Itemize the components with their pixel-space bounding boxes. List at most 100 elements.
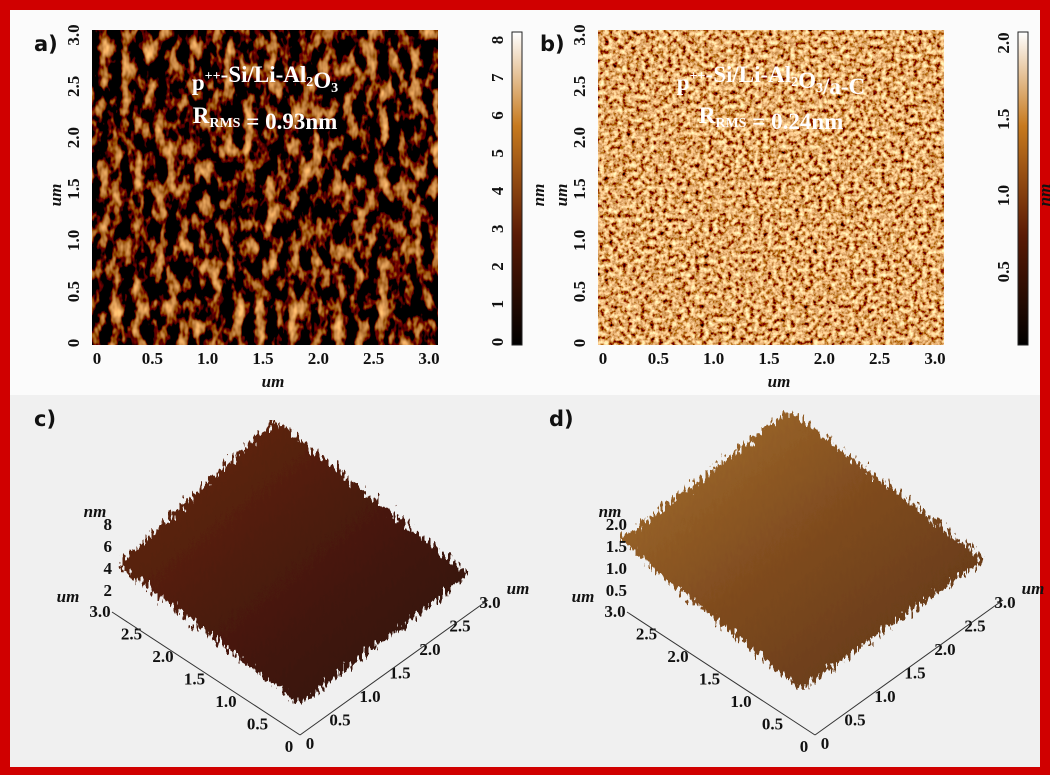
- y-tick-label: 0: [64, 339, 83, 348]
- text-part: p: [677, 70, 690, 95]
- right-axis-label: um: [507, 579, 530, 598]
- left-tick-label: 1.5: [699, 669, 720, 688]
- x-tick-label: 1.0: [197, 349, 218, 368]
- colorbar-tick-label: 0: [488, 338, 507, 347]
- text-part: R: [699, 103, 716, 128]
- panel-label: b): [540, 32, 565, 56]
- z-tick-label: 4: [104, 559, 113, 578]
- panel-label: c): [34, 407, 56, 431]
- x-tick-label: 0.5: [142, 349, 163, 368]
- y-tick-label: 3.0: [570, 24, 589, 45]
- right-tick-label: 0: [821, 734, 830, 753]
- text-part: 3: [816, 81, 823, 96]
- x-tick-label: 1.5: [252, 349, 273, 368]
- colorbar: [512, 32, 522, 345]
- left-tick-label: 0.5: [247, 714, 268, 733]
- text-part: 2: [791, 75, 798, 90]
- y-tick-label: 1.0: [64, 230, 83, 251]
- panel-label: a): [34, 32, 58, 56]
- x-tick-label: 3.0: [418, 349, 439, 368]
- text-part: 3: [331, 81, 338, 96]
- z-tick-label: 8: [104, 515, 113, 534]
- text-part: -Si/Li-Al: [221, 62, 307, 87]
- x-tick-label: 1.5: [758, 349, 779, 368]
- text-part: p: [192, 70, 205, 95]
- text-part: O: [313, 68, 331, 93]
- left-tick-label: 3.0: [604, 602, 625, 621]
- colorbar-tick-label: 2.0: [994, 32, 1013, 53]
- z-tick-label: 1.5: [606, 537, 627, 556]
- right-tick-label: 0: [306, 734, 315, 753]
- colorbar-tick-label: 1: [488, 300, 507, 309]
- text-part: ++: [690, 69, 706, 84]
- right-tick-label: 2.0: [419, 640, 440, 659]
- text-part: RMS: [715, 116, 746, 131]
- y-tick-label: 1.5: [570, 178, 589, 199]
- right-tick-label: 2.0: [934, 640, 955, 659]
- y-tick-label: 2.0: [570, 127, 589, 148]
- left-tick-label: 0: [285, 737, 294, 756]
- y-tick-label: 0.5: [64, 281, 83, 302]
- y-tick-label: 0.5: [570, 281, 589, 302]
- x-tick-label: 3.0: [924, 349, 945, 368]
- left-tick-label: 1.0: [730, 692, 751, 711]
- right-tick-label: 0.5: [329, 710, 350, 729]
- colorbar-tick-label: 1.5: [994, 109, 1013, 130]
- y-tick-label: 3.0: [64, 24, 83, 45]
- colorbar-tick-label: 6: [488, 111, 507, 120]
- text-part: RMS: [209, 116, 240, 131]
- colorbar-tick-label: 3: [488, 225, 507, 234]
- colorbar: [1018, 32, 1028, 345]
- left-axis-label: um: [57, 587, 80, 606]
- left-tick-label: 0.5: [762, 714, 783, 733]
- y-tick-label: 2.5: [64, 76, 83, 97]
- x-tick-label: 0: [93, 349, 102, 368]
- x-axis-label: um: [768, 372, 791, 391]
- text-part: -Si/Li-Al: [706, 62, 792, 87]
- colorbar-tick-label: 4: [488, 186, 507, 195]
- text-part: /a-C: [822, 74, 865, 99]
- x-tick-label: 1.0: [703, 349, 724, 368]
- y-tick-label: 1.0: [570, 230, 589, 251]
- right-tick-label: 0.5: [844, 710, 865, 729]
- y-axis-label: um: [46, 184, 65, 207]
- colorbar-tick-label: 0.5: [994, 261, 1013, 282]
- colorbar-tick-label: 8: [488, 36, 507, 45]
- text-part: ++: [205, 69, 221, 84]
- right-tick-label: 1.5: [389, 663, 410, 682]
- x-tick-label: 0.5: [648, 349, 669, 368]
- right-tick-label: 3.0: [479, 593, 500, 612]
- z-tick-label: 2.0: [606, 515, 627, 534]
- right-tick-label: 1.5: [904, 663, 925, 682]
- colorbar-tick-label: 1.0: [994, 185, 1013, 206]
- left-tick-label: 2.5: [636, 624, 657, 643]
- left-tick-label: 3.0: [89, 602, 110, 621]
- colorbar-tick-label: 5: [488, 149, 507, 158]
- left-tick-label: 0: [800, 737, 809, 756]
- text-part: O: [798, 68, 816, 93]
- x-axis-label: um: [262, 372, 285, 391]
- text-part: R: [193, 103, 210, 128]
- text-part: = 0.24nm: [746, 109, 843, 134]
- x-tick-label: 2.0: [814, 349, 835, 368]
- z-tick-label: 0.5: [606, 581, 627, 600]
- right-axis-label: um: [1022, 579, 1045, 598]
- text-part: = 0.93nm: [240, 109, 337, 134]
- y-tick-label: 0: [570, 339, 589, 348]
- figure: a)p++-Si/Li-Al2O3RRMS = 0.93nm00.51.01.5…: [0, 0, 1050, 775]
- x-tick-label: 2.5: [363, 349, 384, 368]
- z-tick-label: 1.0: [606, 559, 627, 578]
- left-tick-label: 2.5: [121, 624, 142, 643]
- y-tick-label: 2.5: [570, 76, 589, 97]
- y-tick-label: 1.5: [64, 178, 83, 199]
- colorbar-tick-label: 7: [488, 73, 507, 82]
- left-tick-label: 1.5: [184, 669, 205, 688]
- x-tick-label: 2.5: [869, 349, 890, 368]
- colorbar-label: nm: [1035, 184, 1050, 207]
- panel-label: d): [549, 407, 574, 431]
- colorbar-tick-label: 2: [488, 262, 507, 271]
- z-tick-label: 6: [104, 537, 113, 556]
- colorbar-label: nm: [529, 184, 548, 207]
- y-axis-label: um: [552, 184, 571, 207]
- y-tick-label: 2.0: [64, 127, 83, 148]
